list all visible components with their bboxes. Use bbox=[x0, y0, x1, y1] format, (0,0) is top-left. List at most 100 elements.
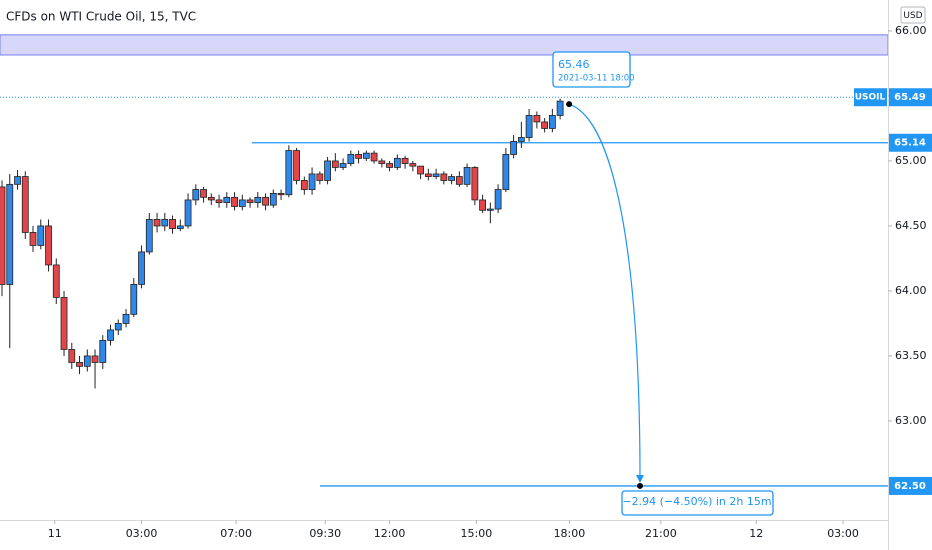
candle-body bbox=[455, 176, 463, 185]
level-label: 65.14 bbox=[894, 138, 926, 149]
candle-body bbox=[347, 154, 355, 164]
price-zone bbox=[0, 34, 889, 56]
candle-body bbox=[6, 183, 14, 285]
x-tick-label: 21:00 bbox=[645, 527, 677, 540]
x-tick-label: 07:00 bbox=[220, 527, 252, 540]
candle-body bbox=[29, 232, 37, 246]
y-tick-label: 63.50 bbox=[895, 349, 927, 362]
x-tick-label: 03:00 bbox=[126, 527, 158, 540]
candle-body bbox=[223, 196, 231, 203]
x-tick-label: 12 bbox=[749, 527, 763, 540]
candle-body bbox=[533, 115, 541, 123]
annotation-price: 65.46 bbox=[558, 58, 590, 71]
candle-body bbox=[192, 189, 200, 201]
y-tick-label: 64.50 bbox=[895, 219, 927, 232]
candle-body bbox=[14, 176, 21, 185]
candle-body bbox=[355, 154, 362, 159]
candle-body bbox=[386, 163, 393, 168]
candle-body bbox=[548, 115, 556, 129]
candle-body bbox=[324, 160, 331, 181]
candle-body bbox=[122, 313, 130, 324]
candle-body bbox=[401, 157, 409, 164]
x-tick-label: 15:00 bbox=[461, 527, 493, 540]
candle-body bbox=[176, 225, 184, 229]
candle-body bbox=[370, 152, 378, 162]
target-dot bbox=[637, 482, 643, 489]
annotation-time: 2021-03-11 18:00 bbox=[558, 74, 635, 84]
projection-arrow bbox=[568, 103, 641, 480]
candle-body bbox=[83, 355, 91, 367]
y-tick-label: 66.00 bbox=[895, 24, 927, 37]
x-tick-label: 09:30 bbox=[309, 527, 341, 540]
x-tick-label: 03:00 bbox=[827, 527, 859, 540]
candle-body bbox=[417, 165, 424, 175]
candle-body bbox=[200, 189, 207, 198]
candle-body bbox=[362, 152, 370, 159]
candle-body bbox=[262, 196, 269, 206]
anchor-dot bbox=[566, 101, 573, 108]
candle-body bbox=[331, 160, 339, 168]
candle-body bbox=[424, 173, 432, 177]
y-tick-label: 63.00 bbox=[895, 414, 927, 427]
candle-body bbox=[246, 199, 254, 203]
candle-body bbox=[76, 362, 83, 367]
candle-body bbox=[269, 193, 277, 206]
candle-body bbox=[525, 115, 533, 138]
level-tag bbox=[889, 476, 932, 495]
candle-body bbox=[448, 176, 455, 181]
candle-body bbox=[541, 121, 549, 129]
change-box bbox=[621, 490, 774, 516]
candle-body bbox=[21, 176, 29, 233]
last-price-tag bbox=[889, 88, 932, 107]
candle-body bbox=[45, 225, 52, 266]
candle-body bbox=[231, 196, 238, 207]
candle-body bbox=[494, 189, 502, 210]
candle-body bbox=[138, 251, 145, 285]
candle-body bbox=[502, 154, 510, 190]
x-tick-label: 11 bbox=[48, 527, 62, 540]
candle-body bbox=[60, 297, 68, 350]
currency: USD bbox=[903, 11, 922, 21]
candle-body bbox=[463, 167, 471, 185]
chart-title: CFDs on WTI Crude Oil, 15, TVC bbox=[6, 10, 196, 24]
candle-body bbox=[293, 150, 300, 181]
level-tag bbox=[889, 133, 932, 152]
symbol-tag bbox=[854, 88, 887, 107]
candle-body bbox=[316, 173, 324, 181]
candle-body bbox=[184, 199, 192, 227]
annotation-box bbox=[552, 51, 631, 88]
symbol-label: USOIL bbox=[855, 93, 886, 103]
candle-body bbox=[0, 186, 6, 285]
candle-body bbox=[432, 173, 440, 177]
candle-body bbox=[207, 196, 215, 201]
level-label: 62.50 bbox=[894, 481, 926, 492]
candle-body bbox=[486, 208, 494, 211]
y-tick-label: 65.00 bbox=[895, 154, 927, 167]
change-label: −2.94 (−4.50%) in 2h 15m bbox=[622, 495, 771, 508]
candle-body bbox=[238, 199, 246, 207]
currency-box[interactable] bbox=[900, 6, 926, 24]
candle-body bbox=[479, 199, 487, 211]
candle-body bbox=[285, 150, 293, 196]
candle-body bbox=[169, 219, 176, 229]
candle-body bbox=[130, 284, 138, 315]
candle-body bbox=[300, 180, 308, 190]
plot-area bbox=[0, 34, 889, 489]
candle-body bbox=[37, 225, 45, 246]
candle-body bbox=[254, 196, 262, 203]
candle-body bbox=[409, 163, 417, 167]
x-tick-label: 18:00 bbox=[554, 527, 586, 540]
last-price-label: 65.49 bbox=[894, 92, 926, 103]
candle-body bbox=[107, 329, 114, 341]
candle-body bbox=[114, 323, 122, 331]
candle-body bbox=[378, 160, 386, 164]
candle-body bbox=[215, 199, 223, 203]
candle-body bbox=[308, 173, 316, 190]
y-tick-label: 64.00 bbox=[895, 284, 927, 297]
candle-body bbox=[393, 157, 401, 168]
candle-body bbox=[339, 163, 347, 168]
candle-body bbox=[68, 349, 76, 363]
candle-body bbox=[471, 167, 479, 201]
